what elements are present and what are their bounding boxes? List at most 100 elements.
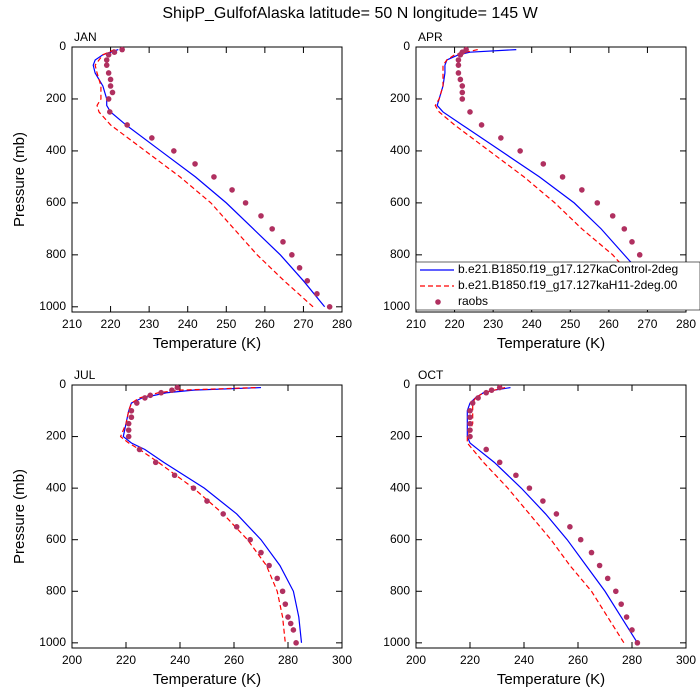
raobs-point — [455, 57, 462, 63]
y-tick-label: 200 — [390, 91, 410, 105]
raobs-point — [498, 135, 504, 141]
raobs-point — [483, 446, 490, 453]
raobs-point — [567, 524, 573, 530]
raobs-point — [496, 459, 503, 466]
raobs-point — [467, 420, 473, 427]
x-tick-label: 260 — [224, 653, 244, 667]
raobs-point — [279, 588, 286, 595]
raobs-point — [280, 239, 286, 245]
raobs-point — [220, 511, 226, 517]
profile-line — [434, 49, 656, 308]
legend-label: b.e21.B1850.f19_g17.127kaH11-2deg.00 — [458, 278, 678, 292]
x-tick-label: 260 — [599, 317, 619, 331]
plot-frame — [71, 384, 343, 649]
raobs-point — [296, 265, 303, 271]
plot-frame — [415, 46, 687, 313]
raobs-point — [636, 252, 643, 258]
raobs-point — [125, 420, 132, 427]
x-tick-label: 270 — [293, 317, 313, 331]
x-tick-label: 270 — [637, 317, 657, 331]
raobs-point — [579, 187, 585, 193]
raobs-point — [483, 389, 490, 396]
x-tick-label: 300 — [332, 653, 352, 667]
panel-title: OCT — [418, 368, 444, 382]
raobs-point — [459, 83, 466, 89]
raobs-point — [192, 161, 198, 167]
raobs-point — [314, 291, 320, 297]
raobs-point — [629, 627, 635, 633]
profile-line — [436, 48, 675, 308]
y-tick-label: 800 — [390, 247, 410, 261]
panel-title: APR — [418, 30, 443, 44]
raobs-point — [211, 174, 217, 180]
raobs-point — [457, 76, 464, 83]
raobs-point — [459, 96, 466, 102]
raobs-point — [467, 407, 473, 414]
raobs-point — [513, 472, 519, 479]
x-tick-label: 210 — [62, 317, 82, 331]
raobs-point — [282, 601, 289, 607]
x-tick-label: 250 — [216, 317, 236, 331]
raobs-point — [289, 252, 295, 258]
x-tick-label: 230 — [483, 317, 503, 331]
x-tick-label: 280 — [332, 317, 352, 331]
y-tick-label: 600 — [46, 532, 66, 546]
profile-line — [94, 49, 314, 308]
x-tick-label: 240 — [522, 317, 542, 331]
y-tick-label: 400 — [390, 143, 410, 157]
raobs-point — [478, 122, 485, 128]
raobs-point — [190, 485, 197, 491]
x-tick-label: 300 — [676, 653, 696, 667]
x-tick-label: 200 — [406, 653, 426, 667]
legend-marker — [435, 299, 441, 305]
raobs-point — [290, 627, 297, 633]
raobs-point — [540, 161, 547, 167]
raobs-point — [577, 536, 584, 543]
raobs-point — [467, 414, 473, 421]
legend-label: raobs — [458, 294, 488, 308]
raobs-point — [467, 109, 473, 115]
profile-line — [119, 386, 286, 643]
raobs-point — [152, 459, 159, 466]
raobs-point — [258, 549, 264, 556]
raobs-point — [613, 588, 619, 595]
raobs-point — [111, 49, 118, 55]
raobs-point — [119, 46, 125, 53]
raobs-point — [107, 109, 113, 115]
raobs-point — [124, 122, 130, 128]
x-tick-label: 220 — [116, 653, 136, 667]
raobs-point — [269, 226, 275, 232]
raobs-point — [634, 640, 641, 646]
raobs-point — [293, 640, 299, 646]
y-tick-label: 800 — [46, 583, 66, 597]
raobs-point — [233, 524, 240, 530]
raobs-point — [103, 62, 110, 68]
y-tick-label: 400 — [46, 143, 66, 157]
raobs-point — [517, 148, 523, 154]
raobs-point — [128, 414, 135, 421]
x-tick-label: 240 — [170, 653, 190, 667]
plot-frame — [415, 384, 687, 649]
profile-line — [92, 49, 326, 308]
y-tick-label: 800 — [46, 247, 66, 261]
raobs-point — [171, 148, 177, 154]
raobs-point — [266, 562, 272, 569]
raobs-point — [455, 62, 462, 68]
raobs-point — [488, 387, 495, 393]
raobs-point — [105, 70, 112, 76]
raobs-point — [459, 89, 466, 96]
figure-title: ShipP_GulfofAlaska latitude= 50 N longit… — [162, 5, 538, 22]
x-tick-label: 210 — [406, 317, 426, 331]
raobs-point — [109, 89, 116, 96]
raobs-point — [158, 389, 164, 396]
x-tick-label: 220 — [445, 317, 465, 331]
x-tick-label: 230 — [139, 317, 159, 331]
x-axis-label: Temperature (K) — [153, 671, 261, 688]
x-tick-label: 280 — [278, 653, 298, 667]
x-axis-label: Temperature (K) — [153, 335, 261, 352]
raobs-point — [553, 511, 560, 517]
raobs-point — [588, 549, 595, 556]
y-tick-label: 1000 — [39, 299, 66, 313]
legend-box — [415, 261, 700, 311]
